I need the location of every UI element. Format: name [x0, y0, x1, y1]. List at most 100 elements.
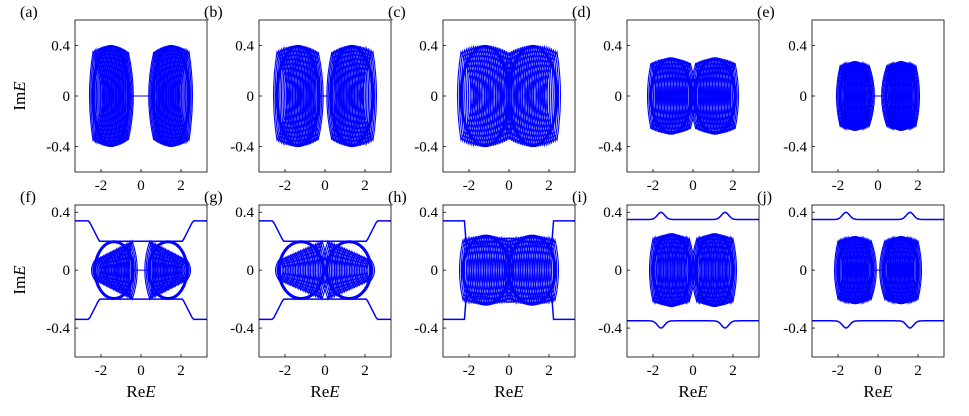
spectrum-curve	[325, 240, 336, 300]
y-tick-label: 0.4	[235, 38, 254, 54]
panel-label: (d)	[572, 4, 591, 21]
spectrum-curve	[677, 59, 687, 133]
spectrum-curve	[150, 50, 161, 142]
left-lobe	[835, 60, 875, 132]
spectrum-curve	[122, 50, 133, 142]
spectrum-curve	[863, 62, 873, 130]
spectrum-curve	[505, 50, 516, 142]
lower-edge-band	[812, 320, 944, 329]
x-axis-title: ReE	[126, 382, 156, 401]
y-tick-label: 0	[615, 89, 623, 105]
lower-edge-band	[259, 298, 391, 321]
left-lobe	[272, 44, 324, 148]
left-lobe	[90, 239, 138, 302]
spectrum-curve	[697, 59, 708, 133]
spectrum-curve	[882, 63, 892, 129]
spectrum-curve	[699, 59, 709, 133]
y-tick-label: -0.4	[46, 321, 70, 337]
left-lobe	[648, 233, 695, 308]
x-tick-label: 2	[914, 178, 922, 194]
panel-label: (b)	[204, 4, 223, 21]
lower-edge-band	[75, 298, 207, 321]
spectrum-curve	[543, 49, 560, 143]
x-tick-label: -2	[832, 363, 845, 379]
spectrum-curve	[842, 235, 853, 305]
x-axis-title: ReE	[678, 382, 708, 401]
panel-label: (a)	[20, 4, 38, 21]
spectrum-curve	[504, 237, 514, 303]
y-tick-label: 0.4	[788, 205, 807, 221]
panel-j: -2 0 2 0.4 0 -0.4 (j) ReE	[757, 189, 945, 401]
spectrum-curve	[327, 50, 338, 142]
spectrum-curve	[840, 236, 850, 304]
x-tick-label: -2	[95, 178, 108, 194]
spectrum-curve	[513, 47, 525, 145]
spectrum-curve	[314, 240, 325, 300]
x-tick-label: 2	[361, 363, 369, 379]
spectrum-curve	[314, 51, 324, 141]
x-axis-title: ReE	[310, 382, 340, 401]
panel-label: (g)	[204, 189, 223, 206]
y-tick-label: -0.4	[46, 140, 70, 156]
spectrum-curve	[329, 50, 340, 142]
spectrum-curve	[272, 50, 288, 142]
y-tick-label: 0.4	[51, 205, 70, 221]
spectrum-curve	[682, 235, 692, 306]
spectrum-curve	[284, 46, 298, 146]
spectrum-curve	[691, 236, 701, 304]
panel-b: -2 0 2 0.4 0 -0.4 (b)	[204, 4, 392, 194]
y-tick-label: -0.4	[598, 321, 622, 337]
plot-area	[75, 220, 207, 321]
y-tick-label: -0.4	[230, 140, 254, 156]
spectrum-curve	[841, 236, 852, 305]
spectrum-curve	[900, 237, 911, 304]
right-lobe	[504, 234, 560, 306]
plot-area	[812, 211, 944, 329]
panel-label: (i)	[572, 189, 587, 206]
x-tick-label: 0	[505, 363, 513, 379]
plot-area	[627, 211, 759, 329]
spectrum-curve	[475, 45, 489, 147]
x-tick-label: -2	[832, 178, 845, 194]
spectrum-curve	[310, 50, 321, 142]
panel-label: (e)	[757, 4, 775, 21]
x-tick-label: 2	[914, 363, 922, 379]
y-tick-label: 0.4	[235, 205, 254, 221]
spectrum-curve	[494, 47, 506, 145]
y-tick-label: -0.4	[414, 140, 438, 156]
y-tick-label: -0.4	[598, 140, 622, 156]
spectrum-curve	[493, 47, 505, 145]
x-tick-label: 0	[689, 363, 697, 379]
panel-d: -2 0 2 0.4 0 -0.4 (d)	[572, 4, 760, 194]
x-tick-label: 2	[729, 363, 737, 379]
left-lobe	[274, 239, 328, 302]
plot-area	[835, 60, 921, 132]
x-tick-label: 0	[321, 363, 329, 379]
spectrum-curve	[121, 50, 132, 142]
spectrum-curve	[125, 240, 135, 300]
plot-area	[456, 44, 562, 148]
x-tick-label: 0	[137, 178, 145, 194]
panel-f: -2 0 2 0.4 0 -0.4 (f) ReE	[20, 189, 208, 401]
y-tick-label: 0	[431, 263, 439, 279]
x-tick-label: 2	[729, 178, 737, 194]
spectrum-curve	[147, 240, 157, 300]
y-tick-label: -0.4	[414, 321, 438, 337]
panel-label: (f)	[20, 189, 36, 206]
spectrum-curve	[903, 235, 914, 305]
y-tick-label: 0.4	[51, 38, 70, 54]
spectrum-curve	[702, 58, 712, 134]
x-tick-label: 0	[137, 363, 145, 379]
x-tick-label: -2	[279, 178, 292, 194]
spectrum-curve	[352, 46, 366, 146]
plot-area	[88, 44, 194, 148]
left-lobe	[88, 44, 134, 148]
spectrum-curve	[280, 45, 295, 147]
upper-edge-band	[259, 220, 391, 242]
spectrum-curve	[835, 238, 845, 302]
plot-area	[443, 220, 575, 321]
upper-edge-band	[443, 220, 575, 245]
x-axis-title: ReE	[494, 382, 524, 401]
panel-h: -2 0 2 0.4 0 -0.4 (h) ReE	[388, 189, 576, 401]
